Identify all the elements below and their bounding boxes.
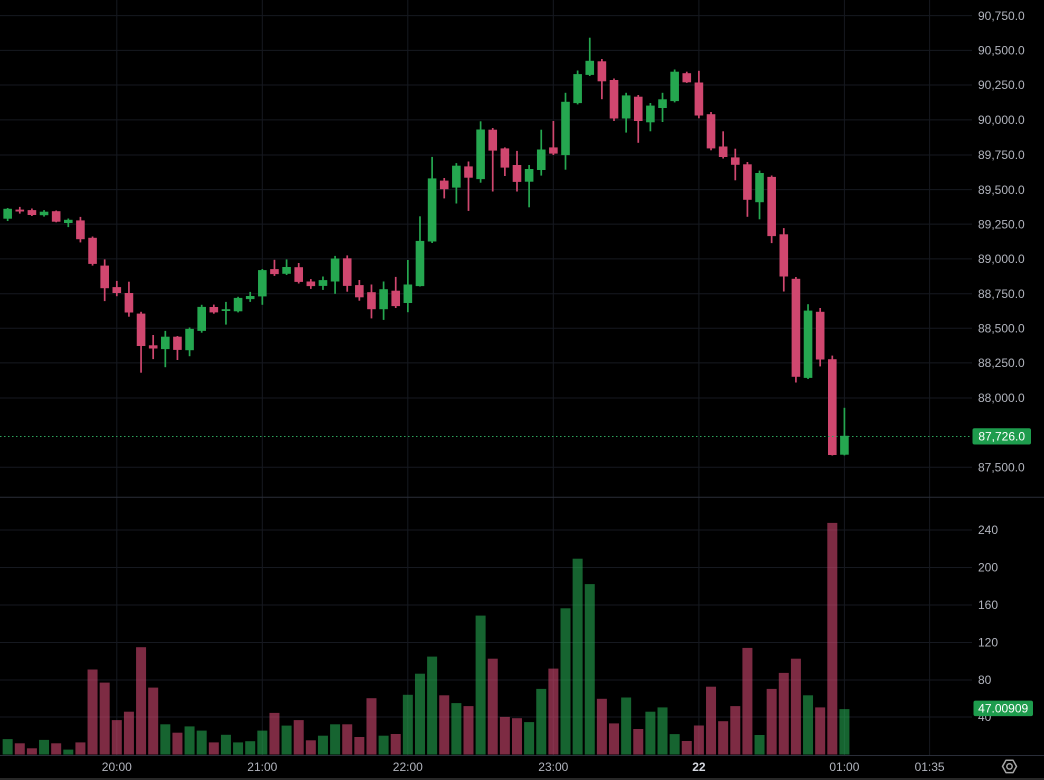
svg-text:240: 240 xyxy=(978,523,998,537)
svg-text:160: 160 xyxy=(978,598,998,612)
svg-text:88,250.0: 88,250.0 xyxy=(978,356,1025,370)
svg-text:88,000.0: 88,000.0 xyxy=(978,391,1025,405)
svg-text:89,000.0: 89,000.0 xyxy=(978,252,1025,266)
svg-text:87,726.0: 87,726.0 xyxy=(978,430,1025,444)
svg-text:90,750.0: 90,750.0 xyxy=(978,9,1025,23)
svg-text:200: 200 xyxy=(978,561,998,575)
svg-text:90,000.0: 90,000.0 xyxy=(978,113,1025,127)
svg-text:90,250.0: 90,250.0 xyxy=(978,78,1025,92)
svg-text:23:00: 23:00 xyxy=(538,760,568,774)
svg-text:22: 22 xyxy=(692,760,706,774)
svg-text:89,750.0: 89,750.0 xyxy=(978,148,1025,162)
svg-text:21:00: 21:00 xyxy=(247,760,277,774)
svg-text:80: 80 xyxy=(978,673,992,687)
svg-text:120: 120 xyxy=(978,636,998,650)
svg-text:01:35: 01:35 xyxy=(915,760,945,774)
svg-text:01:00: 01:00 xyxy=(829,760,859,774)
svg-text:89,500.0: 89,500.0 xyxy=(978,183,1025,197)
svg-text:88,750.0: 88,750.0 xyxy=(978,287,1025,301)
svg-text:22:00: 22:00 xyxy=(393,760,423,774)
svg-text:20:00: 20:00 xyxy=(102,760,132,774)
svg-text:88,500.0: 88,500.0 xyxy=(978,322,1025,336)
svg-text:47.00909: 47.00909 xyxy=(978,702,1028,716)
svg-text:89,250.0: 89,250.0 xyxy=(978,217,1025,231)
svg-text:90,500.0: 90,500.0 xyxy=(978,44,1025,58)
svg-text:87,500.0: 87,500.0 xyxy=(978,460,1025,474)
